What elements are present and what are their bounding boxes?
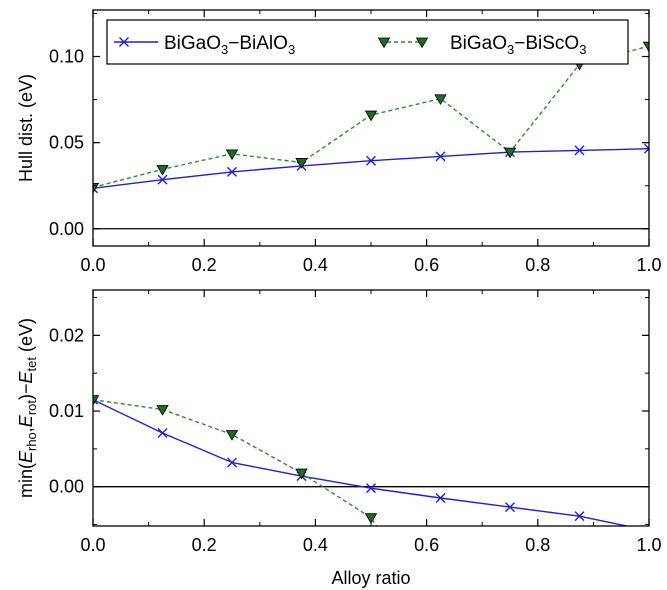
data-point-x-marker bbox=[366, 155, 376, 166]
data-point-x-marker bbox=[157, 427, 168, 438]
y-tick-label: 0.00 bbox=[49, 477, 84, 497]
data-point-triangle-marker bbox=[156, 164, 169, 176]
y-axis-label: min(Erho,Erot)−Etet (eV) bbox=[16, 318, 39, 498]
data-point-triangle-marker bbox=[364, 513, 378, 524]
data-point-x-marker bbox=[574, 145, 585, 156]
data-point-triangle-marker bbox=[434, 94, 447, 106]
data-point-x-marker bbox=[505, 502, 515, 513]
series-line-0 bbox=[93, 399, 627, 526]
data-point-x-marker bbox=[435, 493, 446, 504]
data-point-x-marker bbox=[574, 511, 585, 522]
legend-triangle-marker bbox=[377, 37, 391, 49]
x-tick-label: 1.0 bbox=[636, 255, 661, 275]
y-tick-label: 0.10 bbox=[49, 47, 84, 67]
x-tick-label: 0.2 bbox=[192, 535, 217, 555]
data-point-x-marker bbox=[157, 174, 168, 185]
y-axis-label: Hull dist. (eV) bbox=[16, 74, 36, 182]
data-point-triangle-marker bbox=[503, 147, 517, 159]
data-point-x-marker bbox=[227, 166, 237, 177]
x-tick-label: 0.8 bbox=[525, 255, 550, 275]
x-tick-label: 0.6 bbox=[414, 255, 439, 275]
data-point-triangle-marker bbox=[93, 395, 100, 406]
plot-area bbox=[93, 41, 649, 194]
data-point-triangle-marker bbox=[295, 468, 308, 480]
x-tick-label: 1.0 bbox=[636, 535, 661, 555]
data-point-x-marker bbox=[366, 483, 376, 494]
data-point-x-marker bbox=[435, 151, 446, 162]
y-tick-label: 0.02 bbox=[49, 325, 84, 345]
y-tick-label: 0.00 bbox=[49, 219, 84, 239]
x-tick-label: 0.8 bbox=[525, 535, 550, 555]
data-point-x-marker bbox=[644, 143, 649, 154]
plot-area bbox=[93, 394, 627, 526]
legend-label: BiGaO3−BiScO3 bbox=[450, 33, 586, 57]
x-tick-label: 0.2 bbox=[192, 255, 217, 275]
panel-top-hull-distance: 0.0 0.2 0.4 0.6 0.8 1.0 0.00 0.05 0.10 Hull dist.… bbox=[16, 9, 662, 275]
data-point-triangle-marker bbox=[225, 149, 239, 161]
data-point-triangle-marker bbox=[295, 158, 308, 169]
x-tick-label: 0.4 bbox=[303, 255, 328, 275]
legend-box bbox=[106, 19, 629, 65]
axes-frame bbox=[92, 289, 650, 527]
x-tick-label: 0.0 bbox=[80, 255, 105, 275]
legend-x-marker bbox=[119, 37, 129, 47]
panel-bottom-energy-difference: 0.0 0.2 0.4 0.6 0.8 1.0 0.00 0.01 0.02 min(Erho,E… bbox=[16, 289, 662, 588]
y-tick-label: 0.05 bbox=[49, 133, 84, 153]
legend-triangle-marker bbox=[415, 37, 429, 49]
x-axis-label: Alloy ratio bbox=[331, 568, 410, 588]
data-point-x-marker bbox=[227, 457, 237, 468]
data-point-triangle-marker bbox=[225, 430, 239, 441]
x-tick-label: 0.6 bbox=[414, 535, 439, 555]
data-point-triangle-marker bbox=[364, 110, 378, 122]
legend-label: BiGaO3−BiAlO3 bbox=[164, 33, 295, 57]
x-tick-label: 0.0 bbox=[80, 535, 105, 555]
data-point-triangle-marker bbox=[642, 41, 649, 53]
x-tick-label: 0.4 bbox=[303, 535, 328, 555]
y-tick-label: 0.01 bbox=[49, 401, 84, 421]
data-point-triangle-marker bbox=[156, 405, 169, 416]
series-line-1 bbox=[93, 399, 378, 526]
series-line-0 bbox=[93, 148, 649, 189]
legend: BiGaO3−BiAlO3 BiGaO3−BiScO3 bbox=[106, 19, 629, 65]
